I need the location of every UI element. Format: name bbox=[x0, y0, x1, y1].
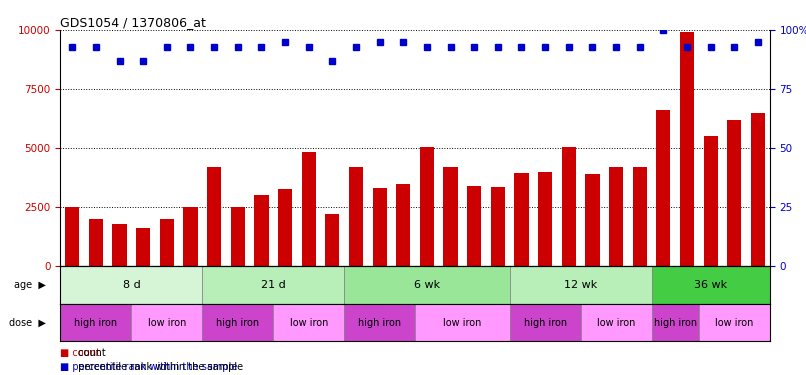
Bar bbox=[65, 207, 79, 266]
Text: 6 wk: 6 wk bbox=[413, 280, 440, 290]
Text: GDS1054 / 1370806_at: GDS1054 / 1370806_at bbox=[60, 16, 206, 29]
Text: count: count bbox=[75, 348, 106, 358]
Text: high iron: high iron bbox=[654, 318, 696, 327]
Bar bbox=[255, 195, 268, 266]
Bar bbox=[326, 214, 339, 266]
Bar bbox=[443, 167, 458, 266]
Bar bbox=[509, 266, 651, 304]
Text: high iron: high iron bbox=[524, 318, 567, 327]
Bar bbox=[509, 304, 580, 341]
Bar bbox=[344, 266, 509, 304]
Text: low iron: low iron bbox=[147, 318, 186, 327]
Bar bbox=[301, 152, 316, 266]
Bar bbox=[651, 266, 770, 304]
Bar bbox=[89, 219, 103, 266]
Bar bbox=[415, 304, 509, 341]
Bar bbox=[349, 167, 363, 266]
Bar bbox=[397, 184, 410, 266]
Text: low iron: low iron bbox=[443, 318, 481, 327]
Bar bbox=[420, 147, 434, 266]
Bar bbox=[585, 174, 600, 266]
Text: 36 wk: 36 wk bbox=[694, 280, 727, 290]
Bar bbox=[491, 187, 505, 266]
Bar bbox=[514, 173, 529, 266]
Bar bbox=[651, 304, 699, 341]
Bar bbox=[751, 112, 765, 266]
Text: age  ▶: age ▶ bbox=[15, 280, 46, 290]
Text: high iron: high iron bbox=[74, 318, 118, 327]
Text: 12 wk: 12 wk bbox=[564, 280, 597, 290]
Bar bbox=[160, 219, 174, 266]
Bar bbox=[344, 304, 415, 341]
Bar bbox=[699, 304, 770, 341]
Bar bbox=[113, 224, 127, 266]
Bar bbox=[538, 172, 552, 266]
Bar bbox=[184, 207, 197, 266]
Bar bbox=[727, 120, 742, 266]
Bar bbox=[273, 304, 344, 341]
Bar bbox=[278, 189, 292, 266]
Text: low iron: low iron bbox=[715, 318, 754, 327]
Bar bbox=[562, 147, 575, 266]
Text: low iron: low iron bbox=[289, 318, 328, 327]
Text: low iron: low iron bbox=[597, 318, 635, 327]
Bar bbox=[131, 304, 202, 341]
Bar bbox=[704, 136, 717, 266]
Bar bbox=[60, 266, 202, 304]
Text: dose  ▶: dose ▶ bbox=[10, 318, 46, 327]
Bar bbox=[372, 188, 387, 266]
Text: 21 d: 21 d bbox=[261, 280, 285, 290]
Text: 8 d: 8 d bbox=[123, 280, 140, 290]
Bar bbox=[467, 186, 481, 266]
Bar bbox=[231, 207, 245, 266]
Text: high iron: high iron bbox=[358, 318, 401, 327]
Bar bbox=[202, 304, 273, 341]
Bar bbox=[656, 110, 671, 266]
Text: ■ count: ■ count bbox=[60, 348, 101, 358]
Bar bbox=[207, 167, 221, 266]
Bar bbox=[580, 304, 651, 341]
Bar bbox=[136, 228, 150, 266]
Bar bbox=[609, 167, 623, 266]
Bar bbox=[60, 304, 131, 341]
Bar bbox=[633, 167, 646, 266]
Text: percentile rank within the sample: percentile rank within the sample bbox=[75, 362, 243, 372]
Bar bbox=[680, 32, 694, 266]
Text: ■ percentile rank within the sample: ■ percentile rank within the sample bbox=[60, 362, 238, 372]
Bar bbox=[202, 266, 344, 304]
Text: high iron: high iron bbox=[216, 318, 260, 327]
